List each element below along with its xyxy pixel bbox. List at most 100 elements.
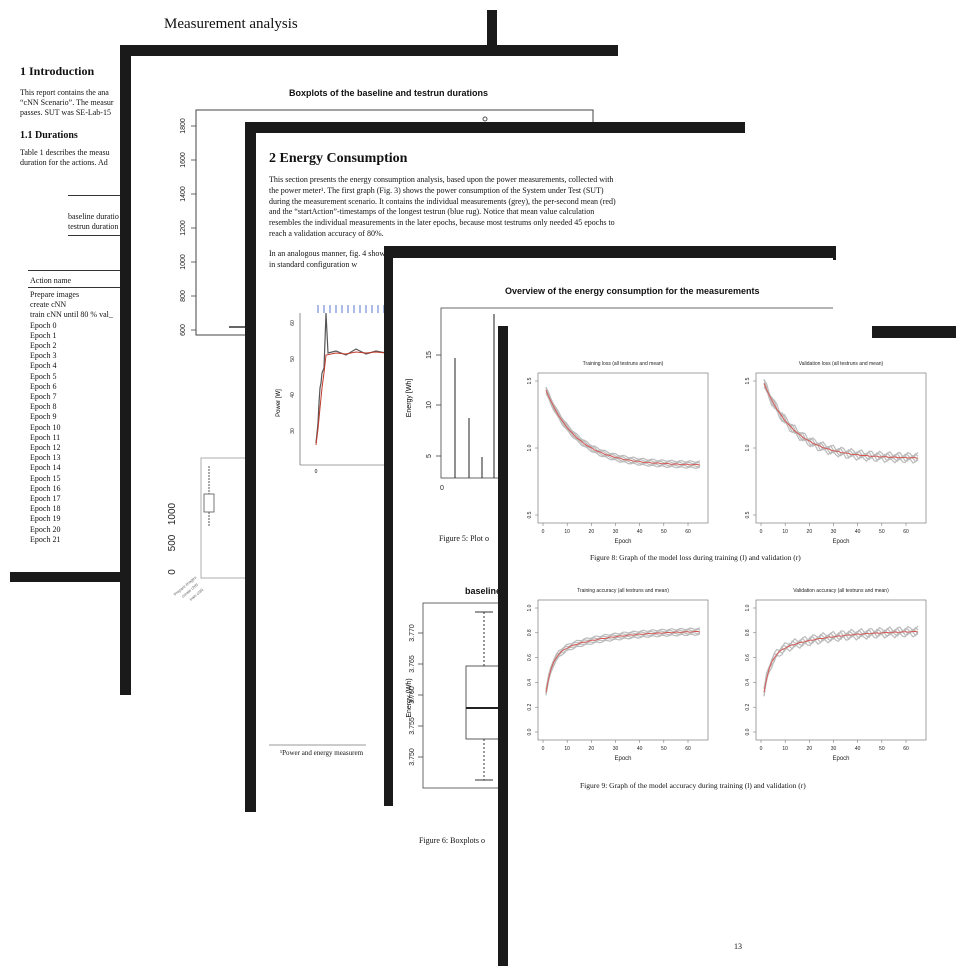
page-shadow xyxy=(872,326,956,340)
list-item: Epoch 6 xyxy=(30,381,57,391)
list-item: Epoch 20 xyxy=(30,524,61,534)
y-tick-label: 1.0 xyxy=(527,444,533,451)
text-line: the power meter¹. The first graph (Fig. … xyxy=(269,185,604,195)
y-tick-label: 3.770 xyxy=(409,624,416,642)
list-item: Epoch 16 xyxy=(30,483,61,493)
y-tick-label: 1200 xyxy=(180,220,187,236)
y-tick-label: 3.755 xyxy=(409,717,416,735)
text-line: This section presents the energy consump… xyxy=(269,175,614,184)
x-tick-label: 0 xyxy=(315,469,318,475)
text-line: and the “startAction”-timestamps of the … xyxy=(269,207,595,217)
figure-caption: Figure 9: Graph of the model accuracy du… xyxy=(580,781,806,790)
x-tick-label: 0 xyxy=(760,746,763,752)
list-item: Epoch 12 xyxy=(30,443,61,452)
x-tick-label: 10 xyxy=(564,746,570,752)
x-tick-label: 0 xyxy=(760,529,763,535)
box xyxy=(465,665,504,740)
power-chart: Power [W] 60 50 40 30 0 xyxy=(269,305,387,746)
mean-line xyxy=(545,389,701,466)
y-tick-label: 0.8 xyxy=(527,629,533,636)
y-tick-label: 0.5 xyxy=(745,511,751,518)
page-shadow xyxy=(120,45,132,695)
y-tick-label: 600 xyxy=(180,324,187,336)
chart-title: Training accuracy (all testruns and mean… xyxy=(577,588,669,594)
x-tick-label: 10 xyxy=(564,529,570,535)
x-tick-label: 20 xyxy=(807,746,813,752)
box xyxy=(203,493,215,513)
list-item: Epoch 11 xyxy=(30,432,61,442)
list-item: Epoch 3 xyxy=(30,351,57,361)
power-mean-red xyxy=(315,351,387,446)
plot-frame xyxy=(755,599,927,741)
x-tick-label: 0 xyxy=(542,529,545,535)
y-tick-label: 1400 xyxy=(180,186,187,202)
y-tick-label: 1000 xyxy=(167,502,178,525)
y-tick-label: 10 xyxy=(426,401,433,409)
x-tick-label: 40 xyxy=(637,529,643,535)
x-tick-label: 60 xyxy=(903,746,909,752)
table-rule xyxy=(68,235,138,236)
table-row: baseline duratio xyxy=(68,212,119,221)
y-tick-label: 0.0 xyxy=(745,728,751,735)
chart-title: Overview of the energy consumption for t… xyxy=(505,286,760,296)
text-line: This report contains the ana xyxy=(20,88,109,97)
x-tick-label: 30 xyxy=(831,746,837,752)
page-shadow xyxy=(10,570,130,582)
y-axis: 60 50 40 30 xyxy=(290,320,296,434)
y-tick-label: 1.0 xyxy=(745,604,751,611)
chart-title: Boxplots of the baseline and testrun dur… xyxy=(289,88,489,98)
y-tick-label: 1.5 xyxy=(527,377,533,384)
y-tick-label: 1.0 xyxy=(745,444,751,451)
y-tick-label: 0 xyxy=(167,569,178,575)
y-axis: 1000 500 0 xyxy=(167,502,178,574)
testrun-curves xyxy=(763,625,919,697)
plot-frame xyxy=(537,599,709,741)
page-shadow xyxy=(245,122,745,136)
y-axis: 3.770 3.765 3.760 3.755 3.750 xyxy=(409,624,423,766)
x-tick-label: 10 xyxy=(782,746,788,752)
testrun-line xyxy=(545,631,701,695)
y-tick-label: 0.6 xyxy=(527,654,533,661)
list-item: Epoch 0 xyxy=(30,320,57,330)
testrun-line xyxy=(763,386,919,463)
list-item: Epoch 19 xyxy=(30,514,61,524)
page-shadow xyxy=(245,122,257,812)
testrun-line xyxy=(763,631,919,696)
list-item: Epoch 18 xyxy=(30,504,61,514)
text-line: duration for the actions. Ad xyxy=(20,158,108,167)
list-item: Epoch 5 xyxy=(30,371,57,381)
x-tick-label: 0 xyxy=(440,485,444,492)
x-tick-label: 40 xyxy=(637,746,643,752)
text-line: Table 1 describes the measu xyxy=(20,148,110,157)
x-tick-label: 50 xyxy=(661,746,667,752)
page-shadow xyxy=(384,246,836,260)
x-tick-labels: Prepare images create cNN train cNN xyxy=(172,575,204,602)
y-tick-label: 0.2 xyxy=(527,704,533,711)
x-axis-label: Epoch xyxy=(614,756,631,762)
text-line: passes. SUT was SE-Lab-15 xyxy=(20,108,111,117)
page-number: 13 xyxy=(734,942,742,951)
y-tick-label: 500 xyxy=(167,534,178,551)
text-line: during the measurement scenario. It cont… xyxy=(269,196,616,206)
y-tick-label: 1800 xyxy=(180,118,187,134)
x-tick-label: 20 xyxy=(589,746,595,752)
x-tick-label: 40 xyxy=(855,746,861,752)
testrun-line xyxy=(545,630,701,693)
y-tick-label: 50 xyxy=(290,356,296,362)
page-shadow xyxy=(487,10,497,50)
table-rule xyxy=(28,270,138,271)
document-page-5: Training loss (all testruns and mean) 1.5… xyxy=(508,338,960,970)
x-axis-label: Epoch xyxy=(832,756,849,762)
figure-caption: Figure 8: Graph of the model loss during… xyxy=(590,553,801,562)
chart-title: Validation loss (all testruns and mean) xyxy=(799,361,884,367)
text-line: in standard configuration w xyxy=(269,259,358,269)
training-metrics-charts: Training loss (all testruns and mean) 1.5… xyxy=(527,361,927,762)
x-tick-label: 50 xyxy=(879,529,885,535)
testrun-line xyxy=(545,633,701,696)
list-item: Epoch 17 xyxy=(30,494,61,503)
x-tick-label: 50 xyxy=(661,529,667,535)
metric-plot: Training loss (all testruns and mean) 1.5… xyxy=(527,361,709,545)
y-tick-label: 30 xyxy=(290,428,296,434)
table-row: testrun duration xyxy=(68,222,119,231)
